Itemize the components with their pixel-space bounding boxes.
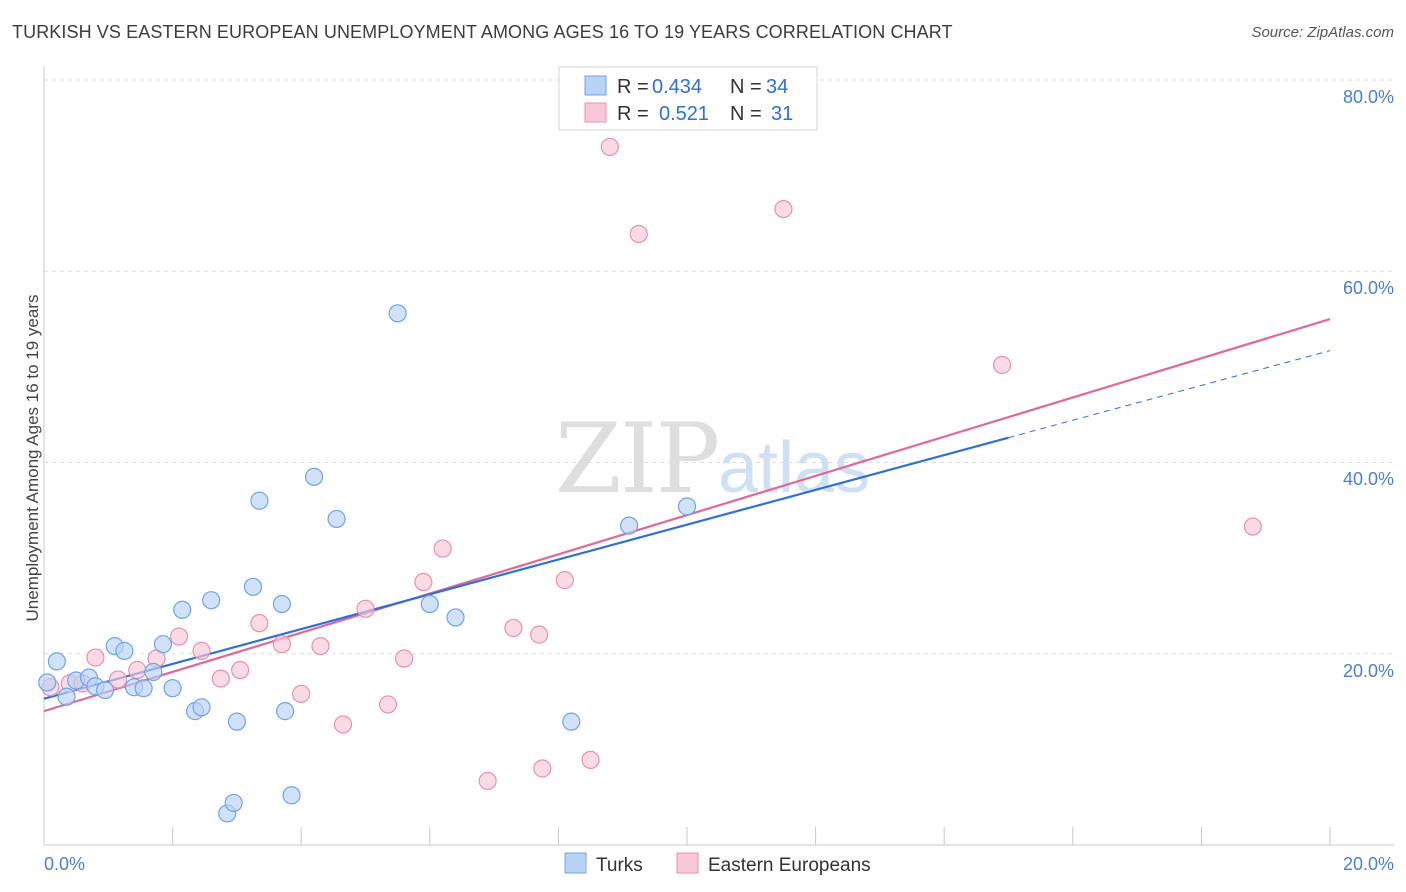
point-eastern — [250, 614, 269, 633]
y-tick-label-60: 60.0% — [1343, 278, 1394, 298]
point-turks — [57, 687, 76, 706]
gridlines — [44, 79, 1394, 655]
bottom-legend-swatch-turks — [564, 852, 587, 874]
point-turks — [562, 712, 581, 731]
point-turks — [115, 641, 134, 660]
point-eastern — [530, 625, 549, 644]
point-turks — [153, 635, 173, 654]
watermark-zip: ZIP — [555, 403, 718, 515]
y-tick-label-40: 40.0% — [1343, 469, 1394, 489]
bottom-legend-swatch-eastern — [676, 852, 699, 874]
point-turks — [192, 698, 211, 717]
point-turks — [38, 673, 57, 692]
legend-n-value-eastern: 31 — [771, 103, 793, 125]
point-eastern — [992, 355, 1012, 375]
point-eastern — [504, 618, 523, 638]
point-eastern — [169, 627, 189, 646]
y-axis-title: Unemployment Among Ages 16 to 19 years — [23, 295, 42, 622]
point-eastern — [555, 571, 574, 590]
source-label: Source: ZipAtlas.com — [1251, 24, 1394, 41]
point-eastern — [600, 137, 619, 157]
point-eastern — [378, 695, 398, 714]
point-turks — [243, 577, 263, 596]
point-turks — [272, 594, 292, 614]
point-eastern — [478, 771, 497, 791]
series-legend: Turks Eastern Europeans — [564, 852, 871, 876]
point-eastern — [272, 635, 292, 654]
trend-line-turks-extension — [1008, 350, 1331, 439]
point-eastern — [581, 750, 600, 769]
point-turks — [224, 793, 243, 813]
axes — [43, 66, 1394, 846]
y-tick-label-20: 20.0% — [1343, 661, 1394, 681]
legend-r-value-eastern: 0.521 — [659, 103, 709, 125]
point-turks — [420, 594, 439, 614]
legend-n-value-turks: 34 — [766, 76, 788, 98]
point-eastern — [774, 199, 793, 219]
point-turks — [620, 516, 639, 535]
point-turks — [95, 680, 115, 700]
legend-n-label-turks: N = — [730, 76, 762, 98]
point-eastern — [356, 599, 375, 618]
point-eastern — [108, 670, 128, 689]
point-eastern — [333, 715, 353, 734]
point-eastern — [128, 660, 147, 680]
point-eastern — [1243, 517, 1262, 536]
trend-line-turks — [43, 436, 1009, 700]
point-turks — [47, 652, 66, 671]
legend-r-label-eastern: R = — [617, 103, 649, 125]
point-turks — [250, 491, 269, 510]
point-eastern — [292, 684, 311, 704]
point-turks — [327, 509, 346, 529]
point-turks — [144, 662, 163, 682]
point-turks — [163, 679, 182, 698]
legend-swatch-turks — [584, 75, 607, 96]
point-turks — [227, 712, 246, 731]
point-eastern — [629, 224, 648, 244]
point-eastern — [533, 759, 552, 778]
point-turks — [173, 600, 192, 619]
point-eastern — [394, 649, 414, 668]
point-turks — [677, 497, 697, 516]
point-turks — [276, 702, 295, 721]
point-turks — [446, 608, 465, 627]
point-eastern — [433, 539, 452, 558]
x-tick-label-max: 20.0% — [1343, 854, 1394, 874]
stats-legend: R = 0.434 N = 34 R = 0.521 N = 31 — [558, 66, 818, 131]
legend-n-label-eastern: N = — [730, 103, 762, 125]
point-turks — [282, 786, 301, 805]
point-eastern — [414, 572, 433, 592]
legend-r-label-turks: R = — [617, 76, 649, 98]
point-eastern — [231, 660, 250, 680]
point-turks — [388, 304, 407, 323]
point-turks — [304, 467, 324, 486]
point-turks — [134, 679, 153, 698]
point-turks — [202, 591, 221, 610]
chart-title: TURKISH VS EASTERN EUROPEAN UNEMPLOYMENT… — [12, 22, 953, 42]
data-points — [38, 137, 1262, 823]
point-eastern — [311, 636, 330, 656]
legend-r-value-turks: 0.434 — [652, 76, 702, 98]
legend-swatch-eastern — [584, 102, 607, 123]
point-eastern — [192, 641, 211, 660]
bottom-legend-label-eastern: Eastern Europeans — [708, 855, 871, 876]
point-eastern — [211, 669, 230, 688]
bottom-legend-label-turks: Turks — [596, 855, 643, 876]
x-tick-label-min: 0.0% — [44, 854, 85, 874]
y-tick-label-80: 80.0% — [1343, 87, 1394, 107]
point-eastern — [86, 648, 105, 667]
